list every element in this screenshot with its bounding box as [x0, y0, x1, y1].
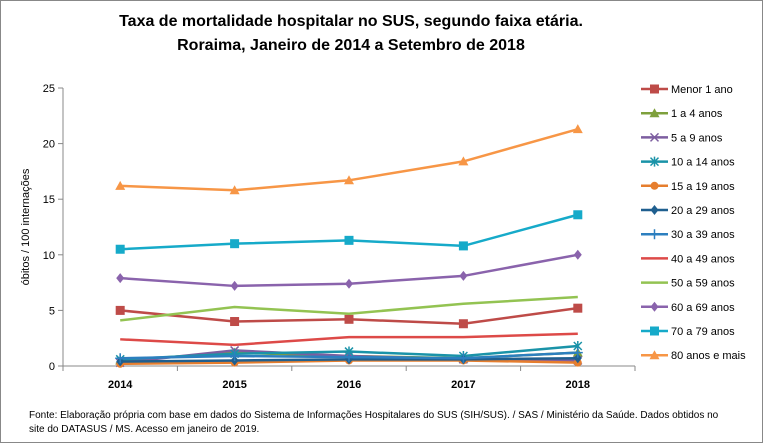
legend-item: Menor 1 ano	[641, 84, 733, 96]
data-point	[115, 305, 125, 315]
legend-item: 10 a 14 anos	[641, 156, 735, 169]
legend-item: 70 a 79 anos	[641, 326, 735, 338]
legend-item: 15 a 19 anos	[641, 181, 735, 193]
y-tick-label: 20	[43, 139, 55, 151]
source-note: Fonte: Elaboração própria com base em da…	[29, 409, 719, 437]
data-point	[345, 278, 353, 289]
legend-item: 60 a 69 anos	[641, 301, 735, 314]
y-tick-label: 25	[43, 83, 55, 95]
data-point	[650, 205, 659, 215]
chart-subtitle: Roraima, Janeiro de 2014 a Setembro de 2…	[177, 37, 525, 54]
x-tick-label: 2015	[222, 379, 246, 391]
legend-label: 80 anos e mais	[671, 350, 746, 362]
chart-title: Taxa de mortalidade hospitalar no SUS, s…	[119, 13, 583, 30]
x-tick-label: 2016	[337, 379, 361, 391]
data-point	[229, 350, 240, 361]
source-line-2: site do DATASUS / MS. Acesso em janeiro …	[29, 424, 260, 435]
data-point	[458, 241, 468, 251]
data-point	[650, 84, 659, 94]
data-point	[649, 229, 660, 240]
data-point	[573, 353, 582, 364]
series-line	[120, 295, 578, 322]
data-point	[573, 210, 583, 220]
data-point	[572, 347, 583, 358]
data-point	[649, 108, 660, 118]
data-point	[572, 124, 583, 134]
legend-item: 5 a 9 anos	[641, 132, 723, 144]
series-60-a-69-anos	[116, 249, 582, 291]
data-point	[649, 132, 660, 142]
legend-label: 30 a 39 anos	[671, 229, 735, 241]
series-40-a-49-anos	[120, 332, 578, 347]
source-line-1: Fonte: Elaboração própria com base em da…	[29, 410, 719, 421]
legend-label: 10 a 14 anos	[671, 157, 735, 169]
legend-label: 60 a 69 anos	[671, 302, 735, 314]
data-point	[344, 235, 354, 245]
legend-item: 40 a 49 anos	[641, 253, 735, 265]
data-point	[115, 244, 125, 254]
series-line	[120, 332, 578, 347]
legend-label: 20 a 29 anos	[671, 205, 735, 217]
legend-label: 15 a 19 anos	[671, 181, 735, 193]
data-point	[230, 239, 240, 249]
line-chart: 0 5 10 15 20 25 2014 2015 2016 2017 2018 óbitos / 1…	[20, 83, 746, 391]
series-70-a-79-anos	[115, 210, 583, 254]
data-point	[458, 319, 468, 329]
data-point	[650, 301, 659, 312]
legend-label: Menor 1 ano	[671, 84, 733, 96]
y-tick-label: 10	[43, 250, 55, 262]
data-point	[459, 270, 468, 281]
series-80-anos-e-mais	[115, 124, 583, 195]
data-point	[573, 249, 582, 260]
data-point	[573, 303, 583, 313]
legend-label: 5 a 9 anos	[671, 132, 723, 144]
data-point	[229, 185, 240, 195]
data-point	[230, 280, 239, 291]
data-point	[115, 353, 126, 364]
legend-item: 50 a 59 anos	[641, 278, 735, 290]
data-point	[458, 156, 469, 166]
data-point	[458, 353, 469, 364]
y-tick-label: 15	[43, 194, 55, 206]
data-point	[230, 317, 240, 327]
series-50-a-59-anos	[120, 295, 578, 322]
data-point	[116, 273, 125, 284]
x-tick-label: 2018	[566, 379, 590, 391]
data-point	[649, 350, 660, 360]
data-point	[115, 180, 126, 190]
y-axis-label: óbitos / 100 internações	[20, 168, 32, 285]
data-point	[344, 352, 354, 363]
data-point	[650, 326, 659, 336]
data-point	[344, 314, 354, 324]
data-point	[650, 181, 659, 190]
series-30-a-39-anos	[115, 347, 583, 364]
data-point	[344, 175, 354, 185]
legend-item: 1 a 4 anos	[641, 108, 723, 120]
data-point	[649, 156, 660, 167]
legend-item: 80 anos e mais	[641, 350, 746, 362]
legend-label: 40 a 49 anos	[671, 253, 735, 265]
series-menor-1-ano	[115, 303, 583, 329]
legend-label: 50 a 59 anos	[671, 278, 735, 290]
x-tick-label: 2017	[451, 379, 475, 391]
x-tick-label: 2014	[108, 379, 133, 391]
legend-label: 70 a 79 anos	[671, 326, 735, 338]
legend-item: 20 a 29 anos	[641, 205, 735, 217]
y-tick-label: 0	[49, 361, 55, 373]
legend-label: 1 a 4 anos	[671, 108, 723, 120]
y-tick-label: 5	[49, 305, 55, 317]
legend-item: 30 a 39 anos	[641, 229, 735, 241]
